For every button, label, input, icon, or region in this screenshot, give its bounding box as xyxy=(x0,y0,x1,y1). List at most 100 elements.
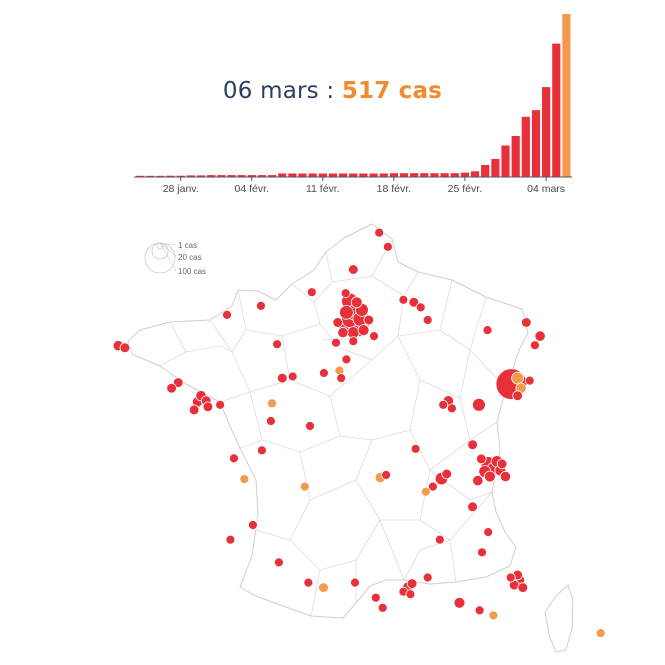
case-bubble xyxy=(505,572,516,583)
case-bubble xyxy=(477,547,487,558)
case-bubble xyxy=(332,317,344,328)
bar-25 janv. xyxy=(146,175,155,177)
case-bubble xyxy=(306,287,317,298)
size-legend: 1 cas 20 cas 100 cas xyxy=(144,241,206,276)
headline-case-count: 517 cas xyxy=(341,78,443,104)
bar-15 févr. xyxy=(359,173,368,177)
case-bubble xyxy=(239,474,250,485)
bar-05 févr. xyxy=(257,175,266,177)
case-bubble xyxy=(415,302,426,313)
case-bubble xyxy=(350,577,360,588)
case-bubble xyxy=(427,481,438,492)
bar-08 févr. xyxy=(288,173,297,177)
bar-17 févr. xyxy=(379,173,388,177)
case-bubble xyxy=(422,572,433,583)
bar-16 févr. xyxy=(369,173,378,177)
case-bubble xyxy=(215,399,226,410)
case-bubble xyxy=(357,324,370,337)
bar-04 mars xyxy=(542,87,551,177)
case-bubble xyxy=(119,342,131,354)
bar-22 févr. xyxy=(430,173,439,177)
case-bubble xyxy=(406,578,418,589)
bar-13 févr. xyxy=(339,173,348,177)
bar-28 févr. xyxy=(491,159,500,177)
case-bubble xyxy=(374,227,385,238)
case-bubble xyxy=(272,339,283,350)
headline: 06 mars : 517 cas xyxy=(0,78,665,104)
case-bubble xyxy=(303,577,314,588)
case-bubble xyxy=(512,390,523,402)
case-bubble xyxy=(524,375,535,386)
bar-01 mars xyxy=(511,136,520,177)
corsica-outline xyxy=(544,584,574,653)
bar-05 mars xyxy=(552,43,561,177)
case-bubble xyxy=(370,592,381,603)
bar-24 févr. xyxy=(450,173,459,177)
case-bubble xyxy=(520,317,532,328)
daily-cases-bar-chart: 28 janv. 04 févr. 11 févr. 18 févr. 25 févr.… xyxy=(134,14,572,195)
case-bubble xyxy=(336,373,347,384)
case-bubble xyxy=(474,605,485,616)
bar-series xyxy=(136,14,571,177)
legend-circle-1 xyxy=(156,242,164,250)
case-bubble xyxy=(441,468,453,480)
bar-30 janv. xyxy=(196,175,206,177)
case-bubble xyxy=(273,557,284,568)
case-bubble xyxy=(350,296,363,309)
case-bubble xyxy=(228,453,239,464)
headline-separator: : xyxy=(318,78,342,104)
bar-31 janv. xyxy=(207,175,216,177)
case-bubble xyxy=(471,397,486,412)
case-bubble xyxy=(265,416,276,426)
case-bubble xyxy=(496,458,508,470)
case-bubble xyxy=(405,589,416,600)
case-bubble xyxy=(446,403,457,414)
x-tick-label: 18 févr. xyxy=(377,183,411,195)
legend-circle-20 xyxy=(151,242,169,260)
headline-date: 06 mars xyxy=(222,78,319,104)
case-bubble xyxy=(467,501,478,513)
case-bubble xyxy=(318,582,329,593)
x-tick-label: 28 janv. xyxy=(163,183,199,195)
bar-21 févr. xyxy=(420,173,429,177)
legend-label-1: 1 cas xyxy=(178,241,197,250)
x-tick-label: 04 mars xyxy=(527,183,565,195)
bar-12 févr. xyxy=(328,173,338,177)
case-bubble xyxy=(511,371,524,385)
case-bubble xyxy=(483,470,496,483)
case-bubble xyxy=(377,602,388,613)
legend-label-20: 20 cas xyxy=(178,253,202,262)
case-bubble xyxy=(188,404,200,416)
bar-02 févr. xyxy=(227,175,236,177)
department-borders xyxy=(159,238,507,617)
case-bubble xyxy=(408,296,420,308)
bar-03 févr. xyxy=(237,175,246,177)
case-bubble xyxy=(488,610,499,621)
case-bubble xyxy=(222,309,232,320)
case-bubble xyxy=(318,368,329,378)
x-axis-ticks: 28 janv. 04 févr. 11 févr. 18 févr. 25 févr.… xyxy=(163,177,565,195)
case-bubble xyxy=(202,401,214,413)
case-bubble xyxy=(499,470,512,483)
legend-leader-20 xyxy=(159,242,177,257)
bar-24 janv. xyxy=(136,175,145,177)
case-bubble xyxy=(453,596,466,609)
case-bubble xyxy=(339,305,354,320)
case-bubble xyxy=(256,445,267,456)
case-bubble xyxy=(422,315,433,325)
x-tick-label: 11 févr. xyxy=(306,183,340,195)
bar-20 févr. xyxy=(410,173,419,177)
bar-04 févr. xyxy=(247,175,256,177)
bar-29 janv. xyxy=(186,175,195,177)
case-bubble xyxy=(381,470,392,480)
case-bubble xyxy=(472,474,484,487)
bar-29 févr. xyxy=(501,145,510,177)
case-bubble xyxy=(276,372,288,384)
case-bubble xyxy=(438,399,449,410)
bar-26 févr. xyxy=(470,171,480,177)
case-bubble xyxy=(482,325,493,336)
case-bubble xyxy=(341,354,352,365)
case-bubbles xyxy=(112,227,606,638)
bar-09 févr. xyxy=(298,173,307,177)
bar-25 févr. xyxy=(460,172,469,177)
